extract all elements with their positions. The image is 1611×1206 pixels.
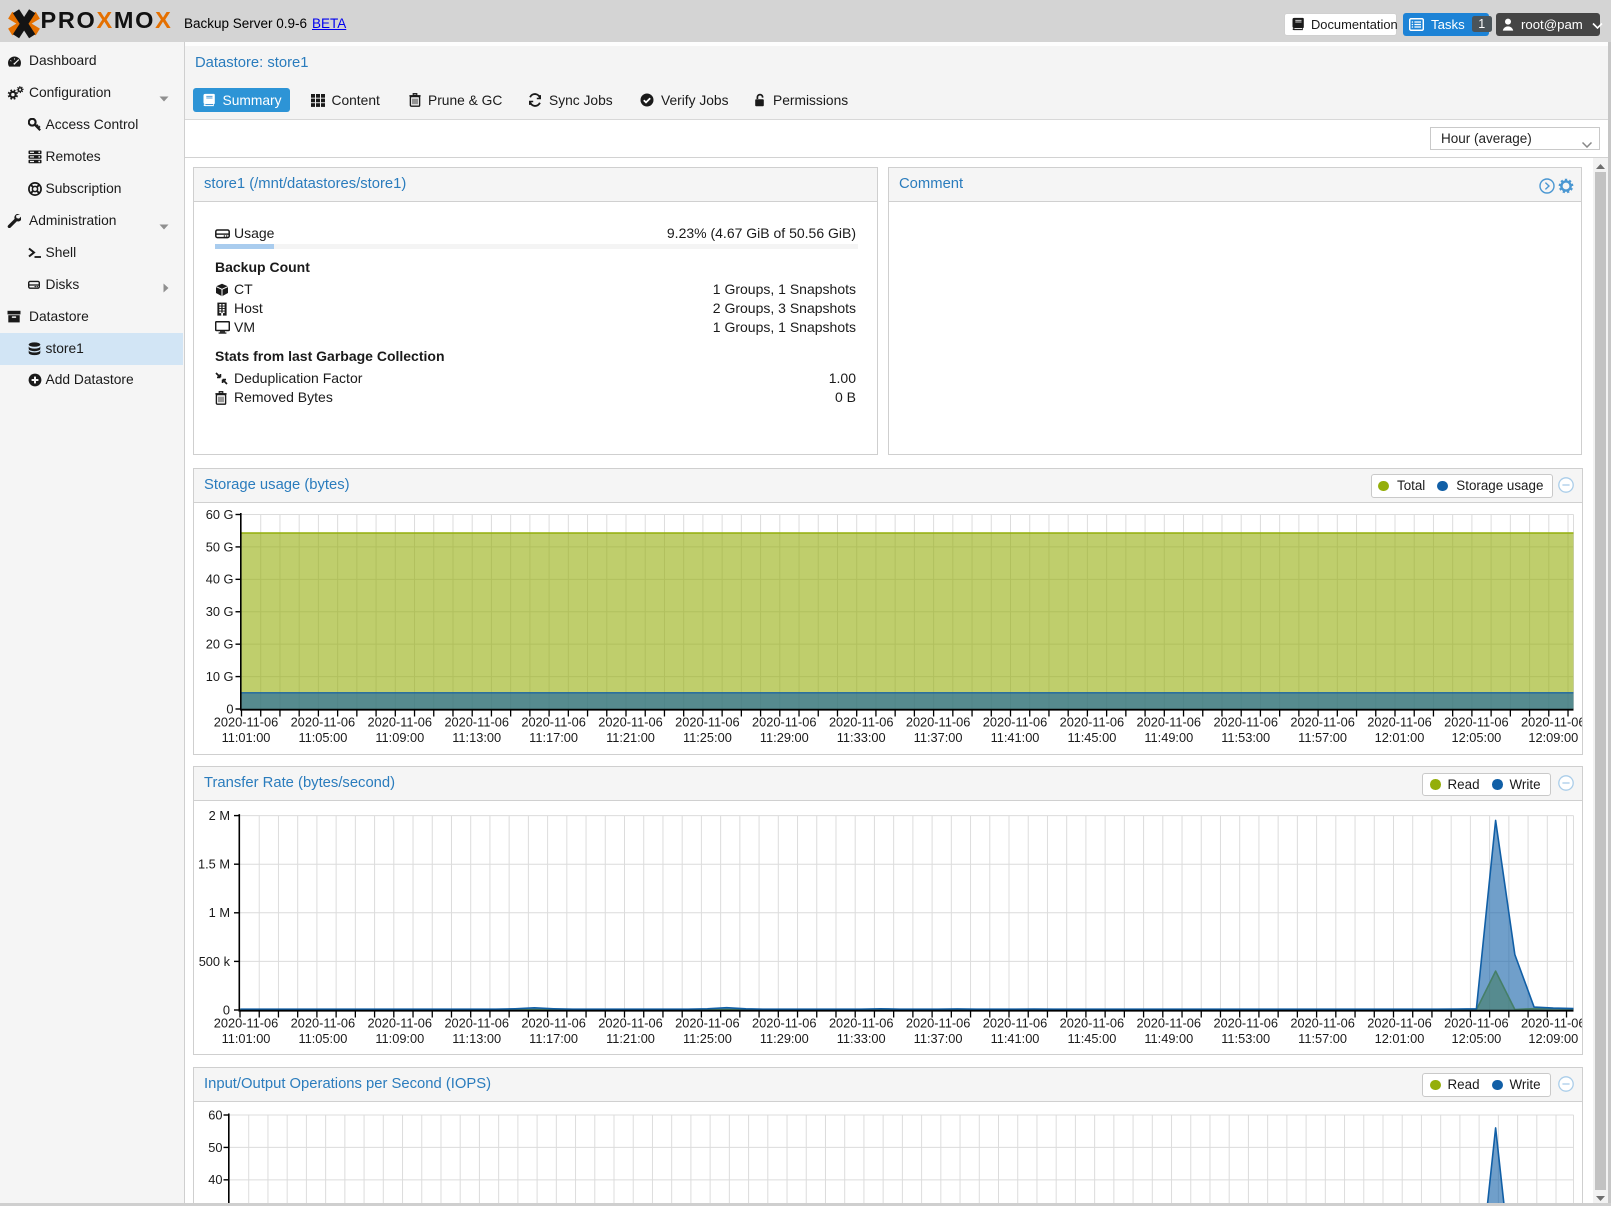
svg-text:2020-11-06: 2020-11-06 [521,715,586,730]
svg-text:11:01:00: 11:01:00 [222,1031,271,1046]
svg-text:11:13:00: 11:13:00 [452,730,501,745]
svg-text:2020-11-06: 2020-11-06 [983,1015,1048,1030]
svg-text:2020-11-06: 2020-11-06 [1060,1015,1125,1030]
svg-text:2020-11-06: 2020-11-06 [368,1015,433,1030]
svg-text:11:25:00: 11:25:00 [683,1031,732,1046]
svg-text:11:41:00: 11:41:00 [991,730,1040,745]
svg-text:2020-11-06: 2020-11-06 [1521,715,1582,730]
svg-text:50 G: 50 G [206,539,234,554]
svg-text:2020-11-06: 2020-11-06 [752,1015,817,1030]
svg-text:60: 60 [208,1107,222,1122]
svg-text:2020-11-06: 2020-11-06 [1213,1015,1278,1030]
svg-text:11:05:00: 11:05:00 [298,1031,347,1046]
svg-text:40: 40 [208,1172,222,1187]
svg-text:10 G: 10 G [206,669,234,684]
svg-text:2020-11-06: 2020-11-06 [214,715,279,730]
svg-text:11:21:00: 11:21:00 [606,730,655,745]
svg-text:2020-11-06: 2020-11-06 [1444,715,1509,730]
svg-text:2 M: 2 M [209,808,230,823]
svg-text:11:33:00: 11:33:00 [837,1031,886,1046]
svg-text:2020-11-06: 2020-11-06 [1367,715,1432,730]
svg-text:2020-11-06: 2020-11-06 [1060,715,1125,730]
svg-text:11:25:00: 11:25:00 [683,730,732,745]
svg-text:12:01:00: 12:01:00 [1375,1031,1425,1046]
svg-text:12:09:00: 12:09:00 [1528,730,1578,745]
svg-text:2020-11-06: 2020-11-06 [444,715,509,730]
svg-text:2020-11-06: 2020-11-06 [291,1015,356,1030]
svg-text:0: 0 [226,701,233,716]
svg-text:20 G: 20 G [206,637,234,652]
svg-text:2020-11-06: 2020-11-06 [368,715,433,730]
svg-text:12:09:00: 12:09:00 [1528,1031,1578,1046]
svg-text:11:17:00: 11:17:00 [529,1031,578,1046]
svg-text:40 G: 40 G [206,572,234,587]
svg-text:11:53:00: 11:53:00 [1221,1031,1270,1046]
svg-text:11:33:00: 11:33:00 [837,730,886,745]
svg-text:11:53:00: 11:53:00 [1221,730,1270,745]
svg-text:11:13:00: 11:13:00 [452,1031,501,1046]
svg-text:2020-11-06: 2020-11-06 [444,1015,509,1030]
svg-text:11:05:00: 11:05:00 [298,730,347,745]
svg-text:2020-11-06: 2020-11-06 [752,715,817,730]
svg-text:2020-11-06: 2020-11-06 [1137,1015,1202,1030]
svg-text:2020-11-06: 2020-11-06 [1213,715,1278,730]
svg-text:1 M: 1 M [209,905,230,920]
svg-text:2020-11-06: 2020-11-06 [829,715,894,730]
svg-text:2020-11-06: 2020-11-06 [521,1015,586,1030]
svg-text:50: 50 [208,1139,222,1154]
svg-text:30 G: 30 G [206,604,234,619]
svg-text:0: 0 [223,1002,230,1017]
svg-text:2020-11-06: 2020-11-06 [1290,1015,1355,1030]
svg-text:2020-11-06: 2020-11-06 [214,1015,279,1030]
svg-text:1.5 M: 1.5 M [198,856,230,871]
svg-text:11:57:00: 11:57:00 [1298,1031,1347,1046]
svg-text:11:49:00: 11:49:00 [1144,1031,1193,1046]
svg-text:2020-11-06: 2020-11-06 [1367,1015,1432,1030]
svg-text:2020-11-06: 2020-11-06 [291,715,356,730]
svg-text:500 k: 500 k [199,953,231,968]
svg-text:2020-11-06: 2020-11-06 [598,1015,663,1030]
svg-text:2020-11-06: 2020-11-06 [675,1015,740,1030]
svg-text:11:37:00: 11:37:00 [914,1031,963,1046]
svg-text:PROXMOX: PROXMOX [41,7,173,33]
svg-text:11:21:00: 11:21:00 [606,1031,655,1046]
svg-text:2020-11-06: 2020-11-06 [906,715,971,730]
svg-text:11:41:00: 11:41:00 [991,1031,1040,1046]
svg-text:2020-11-06: 2020-11-06 [906,1015,971,1030]
svg-text:11:01:00: 11:01:00 [222,730,271,745]
svg-text:11:29:00: 11:29:00 [760,1031,809,1046]
svg-text:2020-11-06: 2020-11-06 [598,715,663,730]
svg-text:11:49:00: 11:49:00 [1144,730,1193,745]
svg-text:12:01:00: 12:01:00 [1375,730,1425,745]
svg-text:11:37:00: 11:37:00 [914,730,963,745]
svg-text:2020-11-06: 2020-11-06 [983,715,1048,730]
svg-text:2020-11-06: 2020-11-06 [1137,715,1202,730]
svg-text:2020-11-06: 2020-11-06 [1444,1015,1509,1030]
svg-text:11:45:00: 11:45:00 [1067,1031,1116,1046]
svg-text:2020-11-06: 2020-11-06 [1290,715,1355,730]
svg-text:12:05:00: 12:05:00 [1451,730,1501,745]
svg-text:60 G: 60 G [206,507,234,522]
svg-text:11:45:00: 11:45:00 [1067,730,1116,745]
svg-text:12:05:00: 12:05:00 [1451,1031,1501,1046]
svg-text:11:29:00: 11:29:00 [760,730,809,745]
svg-text:11:09:00: 11:09:00 [375,730,424,745]
svg-text:2020-11-06: 2020-11-06 [675,715,740,730]
svg-text:11:57:00: 11:57:00 [1298,730,1347,745]
svg-text:2020-11-06: 2020-11-06 [829,1015,894,1030]
svg-text:11:17:00: 11:17:00 [529,730,578,745]
svg-text:2020-11-06: 2020-11-06 [1521,1015,1582,1030]
svg-text:11:09:00: 11:09:00 [375,1031,424,1046]
